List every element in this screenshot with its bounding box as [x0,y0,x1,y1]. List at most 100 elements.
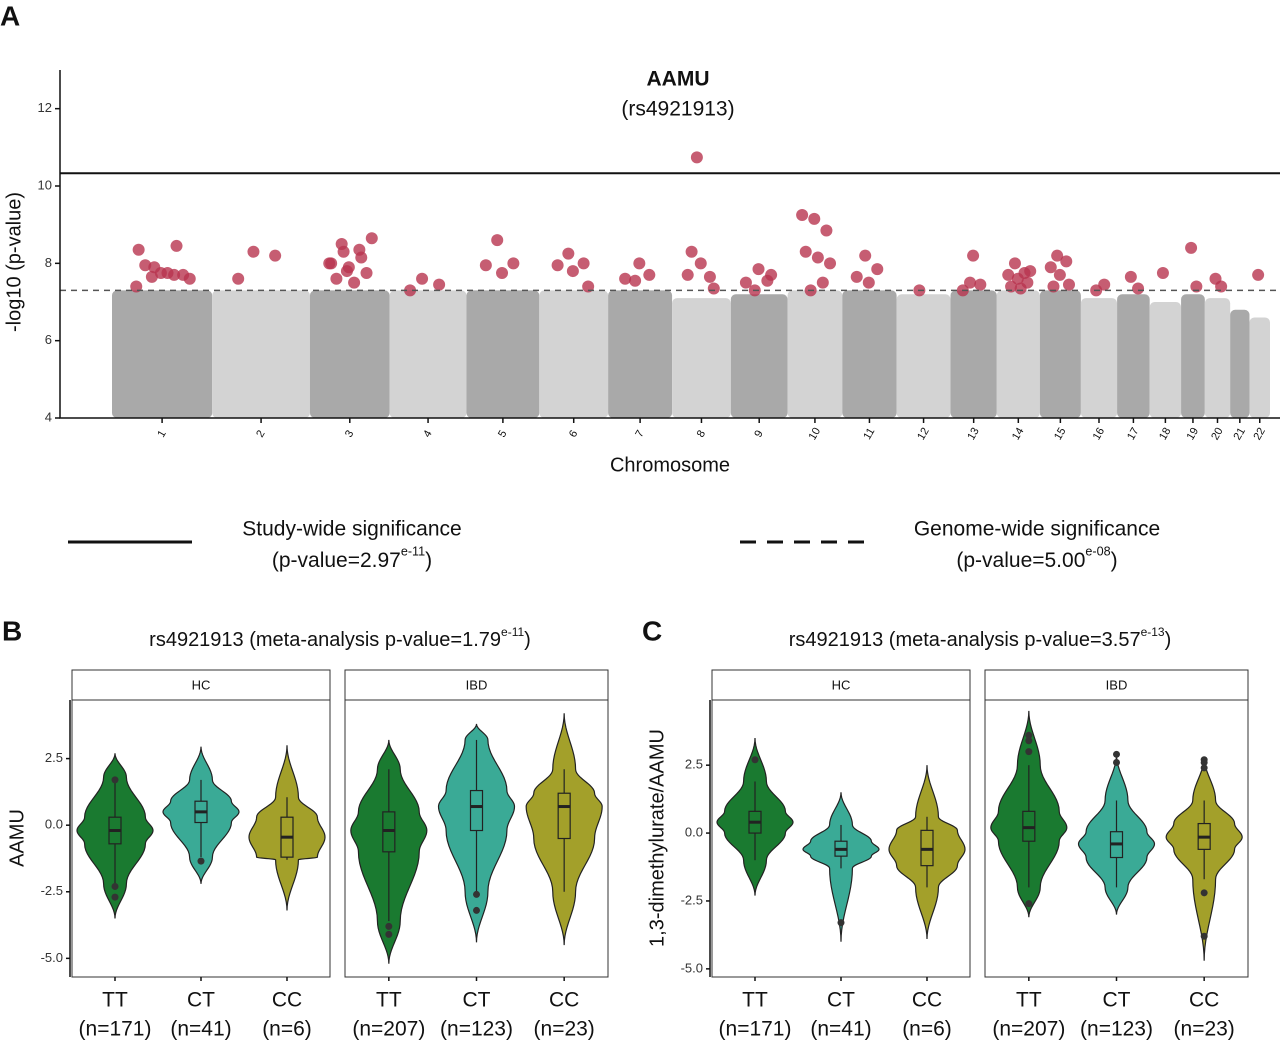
y-axis-label: 1,3-dimethylurate/AAMU [646,729,668,947]
significant-point [170,239,183,252]
significant-point [871,263,884,276]
outlier [385,922,393,930]
x-tick-label: CC [272,989,302,1012]
significant-point [353,243,366,256]
significant-point [132,243,145,256]
legend-pvalue-exponent: e-11 [401,545,425,559]
background-points [112,290,213,418]
background-points [539,290,609,418]
x-tick-sublabel: (n=6) [902,1018,952,1041]
x-tick-label: TT [1016,989,1042,1012]
legend-label: Genome-wide significance [914,518,1160,541]
significant-point [433,278,446,291]
significant-point [323,257,336,270]
legend-pvalue-close: ) [1111,549,1118,572]
x-tick-label: 12 [915,426,932,443]
facet-label: HC [832,677,851,692]
significant-point [360,267,373,279]
significant-point [1185,241,1198,254]
legend-pvalue-text: (p-value=2.97 [272,549,401,572]
facet-label: IBD [466,677,488,692]
outlier [385,930,393,938]
significant-point [145,270,158,283]
x-tick-label: 7 [633,428,646,439]
outlier [751,756,759,764]
significant-point [416,272,429,285]
legend-pvalue: (p-value=2.97e-11) [272,545,432,572]
x-tick-label: CT [187,989,215,1012]
x-tick-label: 1 [155,428,168,439]
significant-point [796,209,809,221]
significant-point [619,272,632,285]
x-tick-label: TT [102,989,128,1012]
significant-point [816,276,829,289]
background-points [730,294,788,418]
x-tick-label: 16 [1091,426,1108,443]
outlier [111,893,119,901]
significant-point [577,257,590,270]
background-points [896,294,951,418]
significant-point [1008,257,1021,270]
significant-point [1124,270,1137,283]
x-tick-sublabel: (n=41) [810,1018,871,1041]
y-tick-label: -2.5 [41,883,63,898]
significant-point [820,224,833,237]
y-tick-label: 2.5 [685,757,703,772]
legend-pvalue-close: ) [425,549,432,572]
outlier [197,857,205,865]
x-tick-label: CC [912,989,942,1012]
significant-point [1252,268,1265,281]
background-points [1039,290,1081,418]
y-tick-label: 8 [45,255,52,270]
facet-strip [344,669,609,701]
significant-point [348,276,361,289]
significant-point [1098,278,1111,291]
significant-point [562,247,575,260]
box [469,789,484,832]
significant-point [1190,280,1203,293]
significant-point [707,282,720,295]
x-tick-label: 18 [1157,426,1174,443]
legend-pvalue-exponent: e-08 [1085,545,1110,559]
background-points [1149,302,1182,418]
significant-point [168,268,181,281]
significant-point [582,280,595,293]
background-points [996,290,1040,418]
outlier [111,882,119,890]
significant-point [690,151,703,164]
significant-point [551,259,564,272]
x-tick-sublabel: (n=171) [79,1018,152,1041]
significant-point [1011,272,1024,285]
significant-point [1132,282,1145,295]
significant-point [1002,268,1015,281]
x-tick-sublabel: (n=23) [534,1018,595,1041]
violin [162,746,240,884]
x-tick-sublabel: (n=41) [170,1018,231,1041]
x-tick-sublabel: (n=23) [1174,1018,1235,1041]
outlier [473,890,480,898]
significant-point [335,238,348,250]
y-tick-label: 12 [38,100,52,115]
significant-point [1005,280,1018,293]
significant-point [232,272,245,285]
significant-point [1053,268,1066,281]
significant-point [247,245,260,258]
outlier [1113,758,1120,766]
x-tick-label: TT [742,989,768,1012]
y-axis-label: -log10 (p-value) [3,192,25,332]
significant-point [824,257,837,270]
chart-title: rs4921913 (meta-analysis p-value=3.57e-1… [789,625,1172,651]
y-tick-label: 10 [38,177,52,192]
violin [248,745,326,911]
significant-point [859,249,872,262]
background-points [1230,309,1250,418]
significant-point [811,251,824,264]
significant-point [765,268,778,281]
x-tick-sublabel: (n=6) [262,1018,312,1041]
x-tick-label: CT [463,989,491,1012]
x-tick-label: 17 [1125,426,1142,443]
x-tick-label: 19 [1185,426,1202,443]
x-tick-label: 15 [1052,426,1069,443]
background-points [466,290,540,418]
x-tick-sublabel: (n=207) [352,1018,425,1041]
